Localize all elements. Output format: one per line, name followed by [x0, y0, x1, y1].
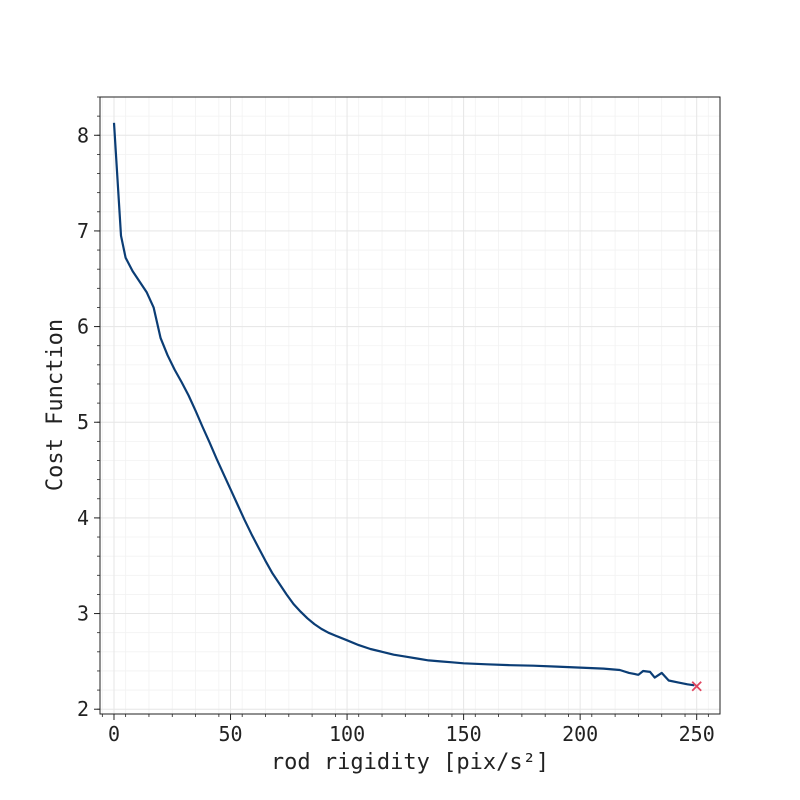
y-tick-label: 8: [77, 123, 89, 147]
y-tick-label: 6: [77, 315, 89, 339]
y-axis-label: Cost Function: [43, 319, 68, 491]
axis-ticks: 0 50 100 150 200 250 2 3 4 5 6 7 8: [77, 96, 715, 746]
y-tick-label: 2: [77, 697, 89, 721]
x-tick-label: 0: [108, 722, 120, 746]
x-axis-label: rod rigidity [pix/s²]: [271, 750, 549, 775]
y-tick-label: 3: [77, 602, 89, 626]
y-tick-label: 7: [77, 219, 89, 243]
marker-stroke: [691, 681, 702, 692]
series-line: [112, 122, 695, 687]
series-layer: [112, 122, 695, 687]
grid-lines: [100, 96, 720, 714]
best-point-marker: [691, 681, 702, 692]
x-tick-label: 200: [562, 722, 598, 746]
x-tick-label: 100: [329, 722, 365, 746]
x-tick-label: 50: [218, 722, 242, 746]
x-tick-label: 150: [446, 722, 482, 746]
y-tick-label: 5: [77, 410, 89, 434]
x-tick-label: 250: [679, 722, 715, 746]
plot-area-frame: [99, 96, 721, 715]
marker-layer: [691, 681, 702, 692]
y-tick-label: 4: [77, 506, 89, 530]
